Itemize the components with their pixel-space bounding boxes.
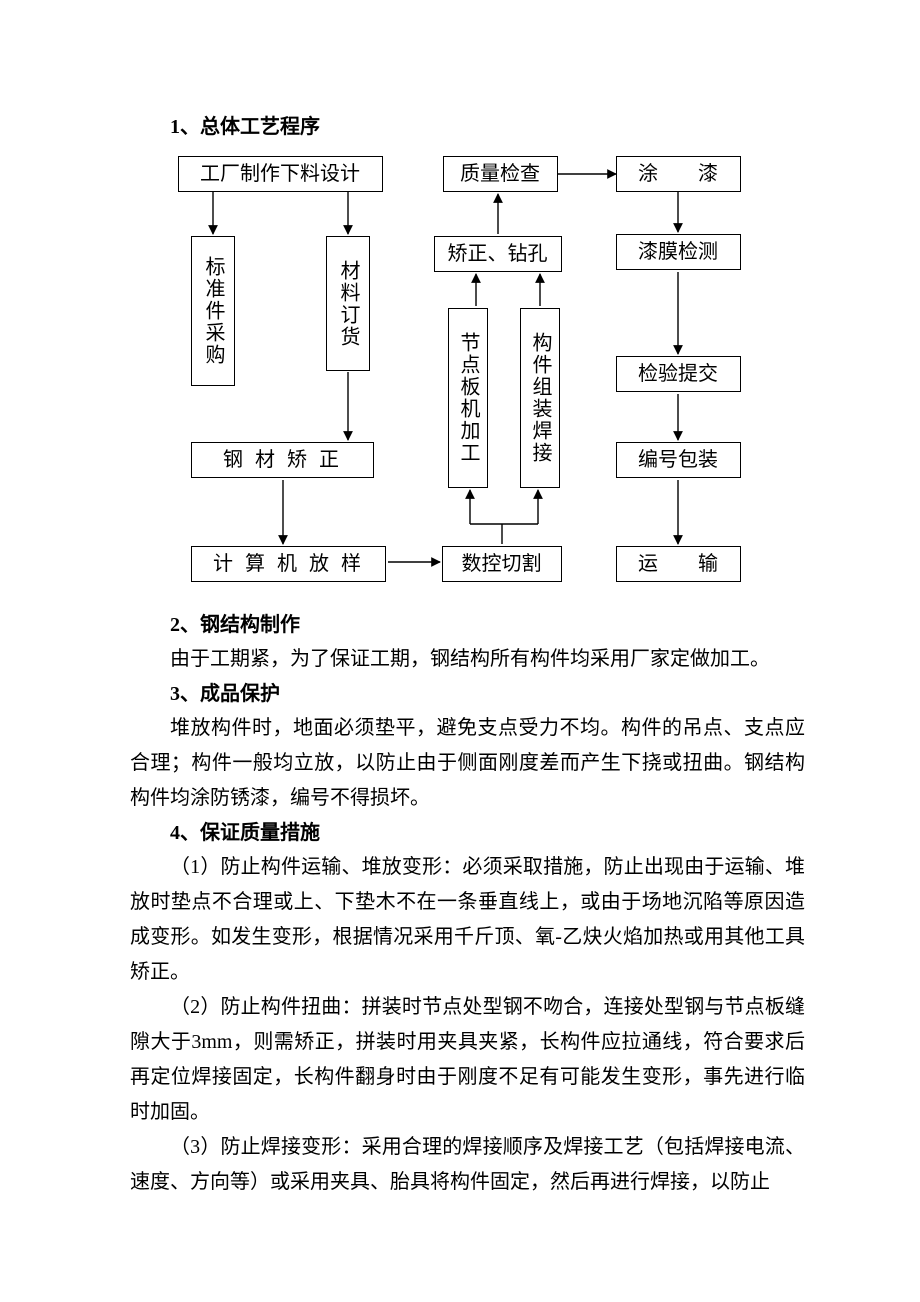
node-factory-design: 工厂制作下料设计 xyxy=(178,156,383,192)
heading-1: 1、总体工艺程序 xyxy=(130,110,805,144)
para-3: 堆放构件时，地面必须垫平，避免支点受力不均。构件的吊点、支点应合理；构件一般均立… xyxy=(130,711,805,816)
para-4c: （3）防止焊接变形：采用合理的焊接顺序及焊接工艺（包括焊接电流、速度、方向等）或… xyxy=(130,1130,805,1200)
heading-2: 2、钢结构制作 xyxy=(130,608,805,642)
node-assemble-weld: 构件组装焊接 xyxy=(520,308,560,488)
node-standard-parts: 标准件采购 xyxy=(191,236,235,386)
node-quality-check: 质量检查 xyxy=(443,156,558,192)
para-2: 由于工期紧，为了保证工期，钢结构所有构件均采用厂家定做加工。 xyxy=(130,642,805,677)
node-ship: 运 输 xyxy=(616,546,741,582)
process-flowchart: 工厂制作下料设计 质量检查 涂 漆 标准件采购 材料订货 矫正、钻孔 漆膜检测 … xyxy=(178,154,758,584)
node-correct-drill: 矫正、钻孔 xyxy=(434,236,562,272)
node-paint: 涂 漆 xyxy=(616,156,741,192)
node-steel-correct: 钢材矫正 xyxy=(191,442,374,478)
node-number-pack: 编号包装 xyxy=(616,442,741,478)
node-inspect-submit: 检验提交 xyxy=(616,356,741,392)
para-4a: （1）防止构件运输、堆放变形：必须采取措施，防止出现由于运输、堆放时垫点不合理或… xyxy=(130,850,805,990)
node-node-plate: 节点板机加工 xyxy=(448,308,488,488)
document-page: 1、总体工艺程序 xyxy=(0,0,920,1302)
para-4b: （2）防止构件扭曲：拼装时节点处型钢不吻合，连接处型钢与节点板缝隙大于3mm，则… xyxy=(130,990,805,1130)
node-cad-sample: 计算机放样 xyxy=(191,546,386,582)
node-cnc-cut: 数控切割 xyxy=(442,546,562,582)
heading-3: 3、成品保护 xyxy=(130,677,805,711)
node-film-test: 漆膜检测 xyxy=(616,234,741,270)
node-material-order: 材料订货 xyxy=(326,236,370,371)
heading-4: 4、保证质量措施 xyxy=(130,816,805,850)
